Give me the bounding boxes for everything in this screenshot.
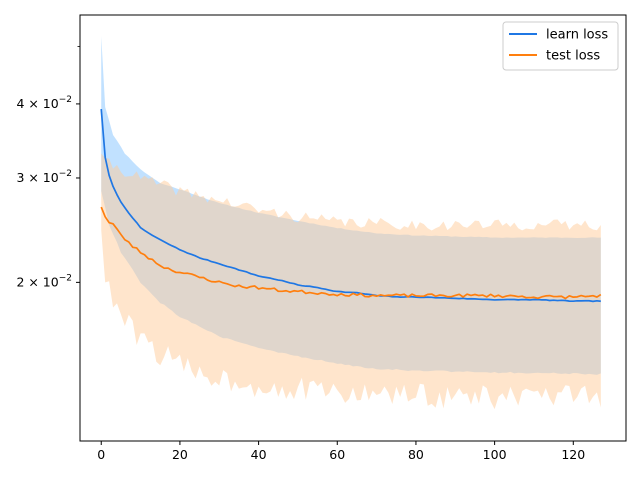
series-lines	[100, 109, 602, 303]
x-tick-label: 20	[172, 447, 188, 462]
x-tick-label: 120	[561, 447, 585, 462]
legend: learn loss test loss	[502, 21, 619, 71]
plot-frame	[79, 14, 627, 442]
y-tick-label: 4 × 10−2	[16, 95, 72, 111]
x-tick-label: 80	[408, 447, 424, 462]
line-learn-loss	[100, 109, 601, 303]
line-test-loss	[100, 206, 602, 300]
legend-label-test-loss: test loss	[546, 49, 600, 64]
y-tick-label: 3 × 10−2	[16, 169, 72, 185]
band-test-loss	[101, 153, 601, 410]
x-tick-label: 100	[483, 447, 507, 462]
legend-label-learn-loss: learn loss	[546, 28, 608, 43]
y-axis: 2 × 10−2 3 × 10−2 4 × 10−2	[16, 46, 80, 289]
x-axis: 0 20 40 60 80 100 120	[97, 441, 585, 462]
confidence-bands	[101, 36, 601, 410]
x-tick-label: 0	[97, 447, 105, 462]
x-tick-label: 40	[251, 447, 267, 462]
y-tick-label: 2 × 10−2	[16, 273, 72, 289]
x-tick-label: 60	[329, 447, 345, 462]
